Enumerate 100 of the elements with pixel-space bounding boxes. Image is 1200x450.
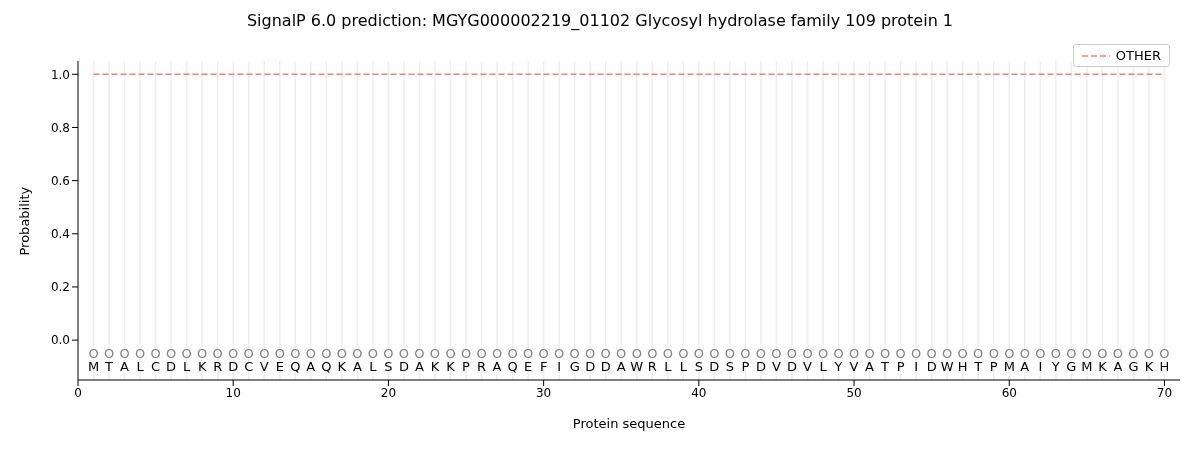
x-tick-label: 40 (691, 385, 707, 400)
annotation: T (880, 359, 890, 375)
annotation: K (1144, 359, 1154, 375)
annotation: O (817, 345, 829, 361)
annotation: P (741, 359, 750, 375)
y-tick-label: 0.2 (50, 280, 70, 295)
annotation: Q (290, 359, 301, 375)
annotation: O (1019, 345, 1030, 361)
annotation: O (647, 345, 658, 361)
annotation: O (802, 345, 813, 361)
annotation: O (429, 345, 441, 361)
annotation: O (1112, 345, 1124, 361)
annotation: A (1020, 359, 1030, 375)
y-tick-label: 0.6 (50, 173, 70, 188)
annotation: O (197, 345, 208, 361)
annotation: O (1128, 345, 1139, 361)
annotation: R (647, 359, 657, 375)
annotation: L (664, 359, 673, 375)
annotation: O (336, 345, 347, 361)
annotation: G (569, 359, 580, 375)
annotation: O (1097, 345, 1108, 361)
annotation: A (1113, 359, 1123, 375)
annotation: O (709, 345, 720, 361)
annotation: M (1003, 359, 1015, 375)
annotation: L (679, 359, 688, 375)
annotation: O (259, 345, 270, 361)
annotation: O (942, 345, 953, 361)
annotation: O (616, 345, 627, 361)
annotation: O (212, 345, 223, 361)
annotation: O (367, 345, 379, 361)
annotation: O (88, 345, 99, 361)
annotation: Y (833, 359, 843, 375)
annotation: O (445, 345, 456, 361)
annotation: O (119, 345, 130, 361)
annotation: P (989, 359, 998, 375)
annotation: E (275, 359, 284, 375)
annotation: O (150, 345, 161, 361)
y-tick-label: 0.4 (50, 227, 70, 242)
annotation: G (1066, 359, 1077, 375)
annotation: V (849, 359, 859, 375)
annotation: O (678, 345, 689, 361)
annotation: O (957, 345, 968, 361)
annotation: M (87, 359, 100, 375)
x-tick-label: 20 (380, 385, 397, 400)
annotation: O (864, 345, 875, 361)
annotation: O (755, 345, 767, 361)
legend-label: OTHER (1115, 48, 1161, 63)
annotation: D (166, 359, 177, 375)
annotation: G (1128, 359, 1139, 375)
annotation: K (430, 359, 440, 375)
annotation: A (352, 359, 362, 375)
annotation: K (197, 359, 207, 375)
annotation: Y (1050, 359, 1060, 375)
annotation: O (398, 345, 410, 361)
annotation: K (1098, 359, 1108, 375)
annotation: O (243, 345, 254, 361)
annotation: O (988, 345, 999, 361)
annotation: W (630, 359, 644, 375)
y-axis-title: Probability (16, 186, 32, 256)
annotation: D (926, 359, 937, 375)
annotation: O (724, 345, 735, 361)
annotation: O (290, 345, 301, 361)
x-tick-label: 0 (74, 385, 82, 400)
x-tick-label: 50 (846, 385, 862, 400)
annotation: A (415, 359, 425, 375)
annotation: O (895, 345, 906, 361)
annotation: O (600, 345, 611, 361)
annotation: D (709, 359, 720, 375)
annotation: O (134, 345, 146, 361)
annotation: O (228, 345, 239, 361)
annotation: O (848, 345, 860, 361)
annotation: D (755, 359, 766, 375)
annotation: C (244, 359, 254, 375)
annotation: D (228, 359, 239, 375)
annotation: S (694, 359, 703, 375)
annotation: O (1004, 345, 1015, 361)
annotation: A (306, 359, 316, 375)
annotation: O (103, 345, 115, 361)
annotation: V (803, 359, 813, 375)
annotation: D (585, 359, 596, 375)
annotation: O (833, 345, 844, 361)
y-tick-label: 0.0 (50, 333, 70, 348)
annotation: O (1035, 345, 1046, 361)
annotation: L (183, 359, 192, 375)
annotation: O (973, 345, 984, 361)
annotation: L (136, 359, 145, 375)
annotation: A (492, 359, 502, 375)
annotation: O (476, 345, 487, 361)
annotation: O (166, 345, 177, 361)
annotation: P (896, 359, 905, 375)
annotation: O (460, 345, 472, 361)
annotation: O (693, 345, 704, 361)
annotation: O (491, 345, 503, 361)
annotation: I (1038, 359, 1043, 375)
annotation: D (786, 359, 797, 375)
annotation: V (259, 359, 269, 375)
annotation: O (1081, 345, 1092, 361)
annotation: O (1050, 345, 1061, 361)
annotation: O (879, 345, 891, 361)
annotation: H (1159, 359, 1170, 375)
